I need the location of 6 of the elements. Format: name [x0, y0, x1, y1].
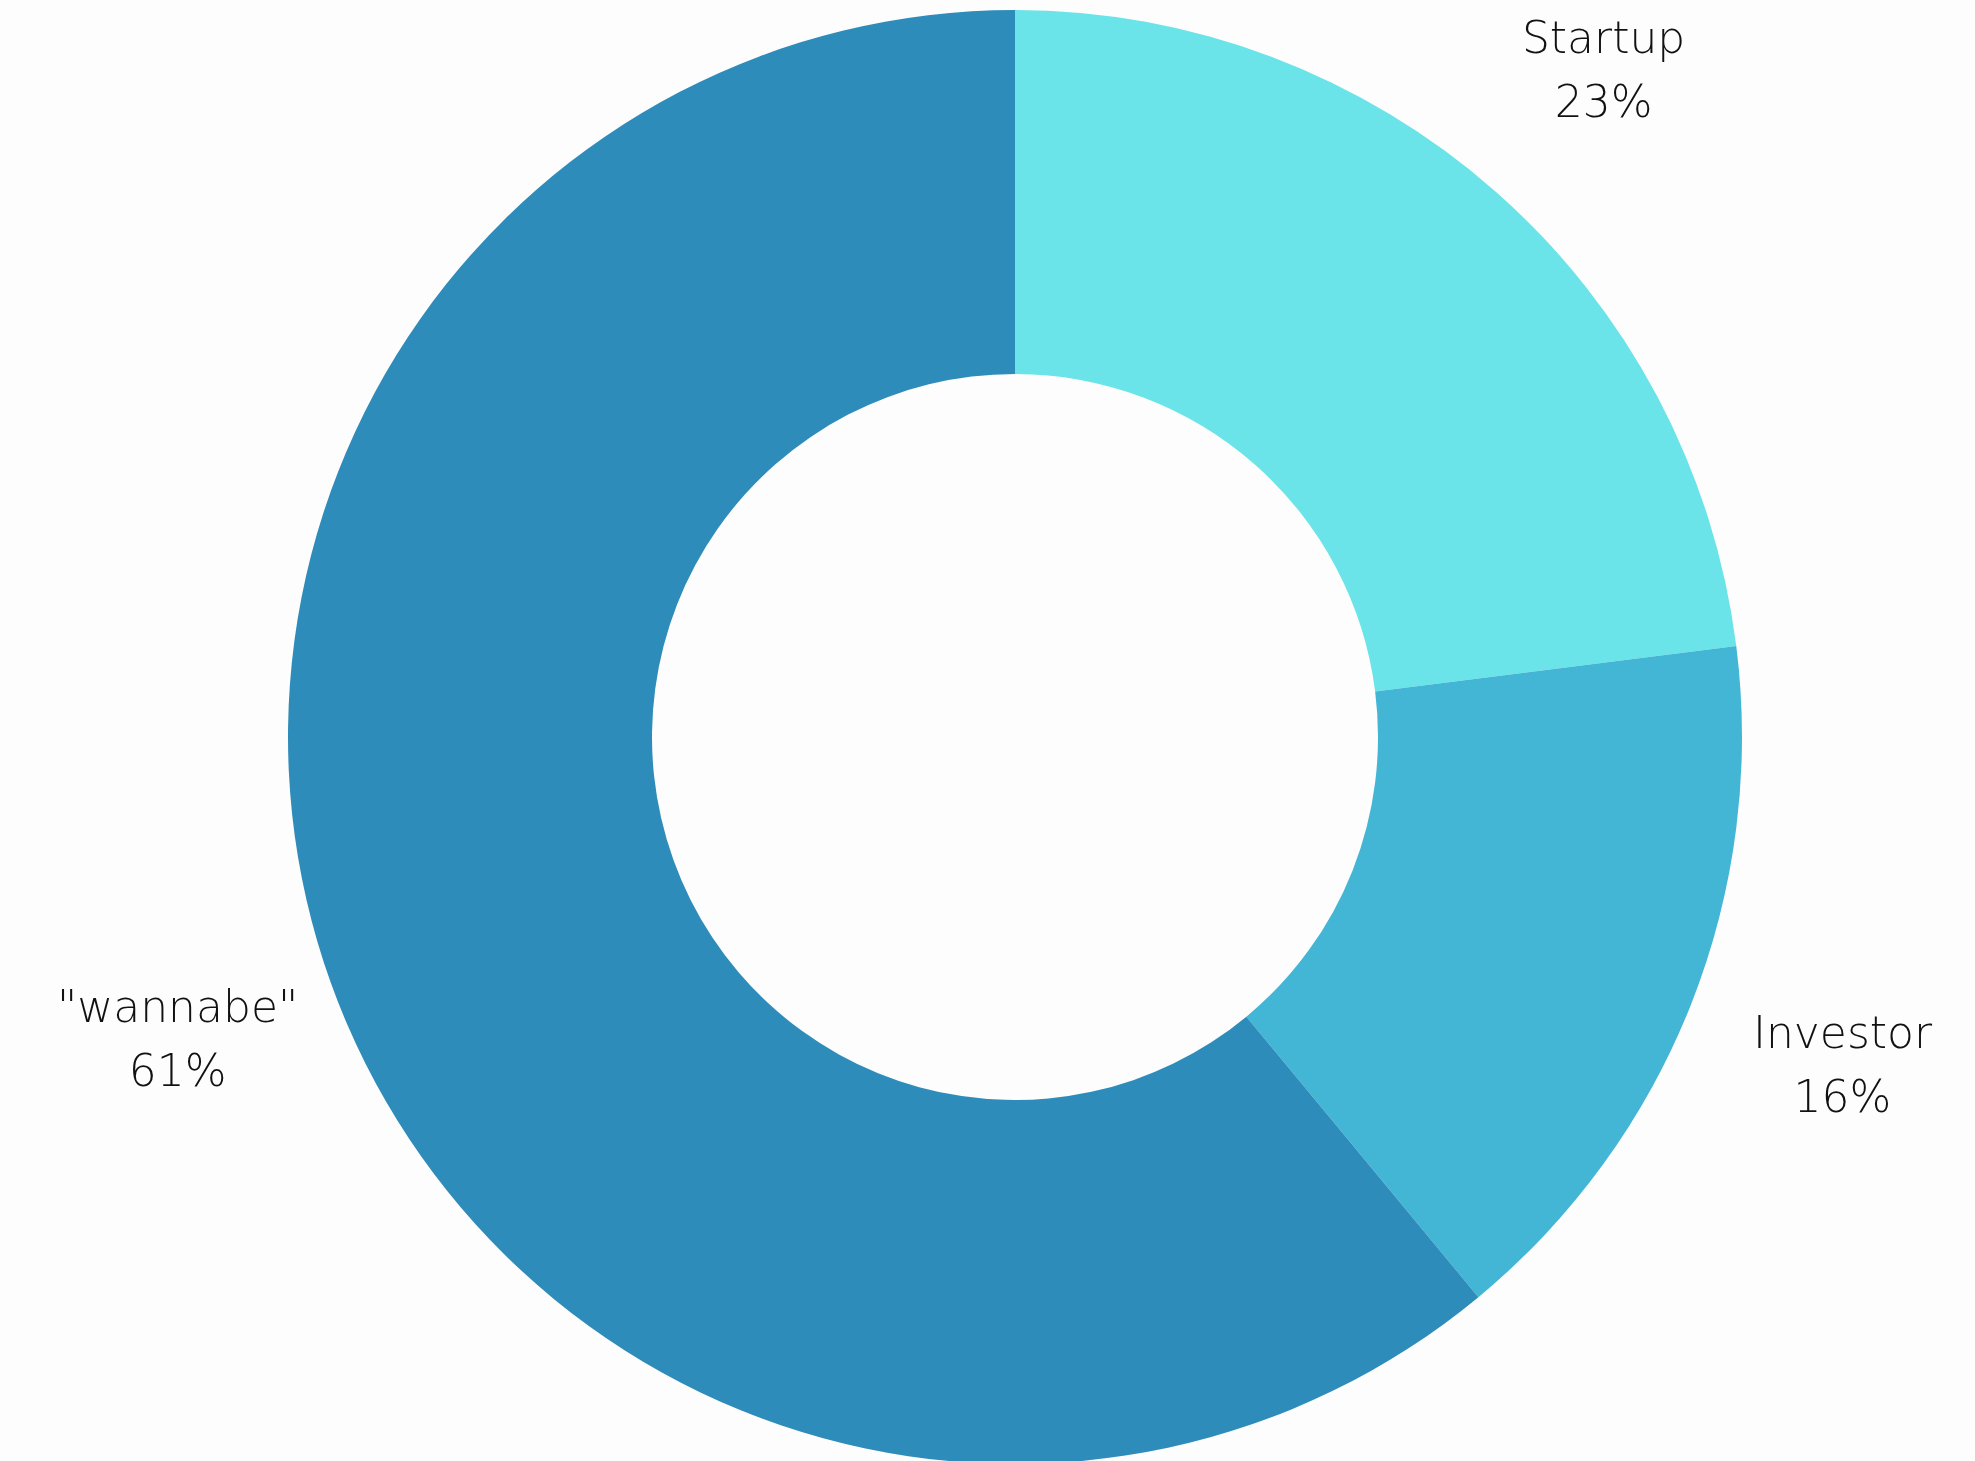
data-label: 23% — [1554, 75, 1653, 127]
data-label: 16% — [1793, 1071, 1892, 1123]
slice-label: "wannabe" — [57, 980, 299, 1032]
slice-label: Investor — [1752, 1007, 1933, 1059]
slice-label: Startup — [1521, 11, 1686, 63]
data-label: 61% — [128, 1044, 227, 1096]
